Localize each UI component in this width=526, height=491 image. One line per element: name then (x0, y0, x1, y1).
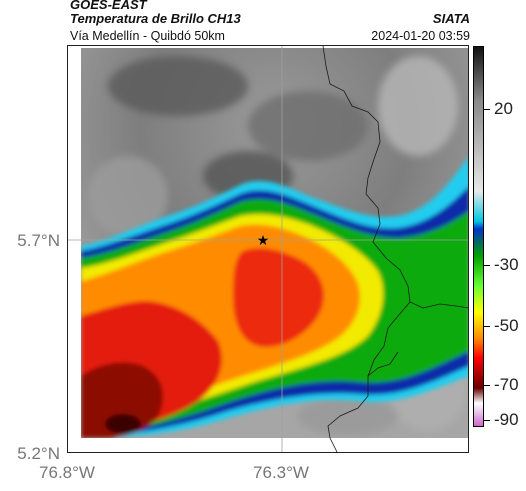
datetime-label: 2024-01-20 03:59 (371, 29, 470, 43)
no-data-top (68, 46, 468, 48)
colorbar-label-minus-50: -50 (494, 316, 519, 335)
colorbar-label-minus-70: -70 (494, 375, 519, 394)
lon-label-76-3: 76.3°W (253, 463, 309, 482)
star-icon: ★ (257, 233, 270, 249)
lat-label-5-7: 5.7°N (17, 231, 60, 250)
layer-dark-red (81, 362, 163, 438)
colorbar-tick (484, 326, 490, 327)
colorbar-tick (484, 265, 490, 266)
no-data-band (68, 438, 468, 452)
colorbar-tick (484, 385, 490, 386)
boundary-line (322, 46, 411, 452)
layer-darkest-core (105, 414, 141, 434)
colorbar-tick (484, 420, 490, 421)
brightness-temperature-map[interactable]: ★ (67, 45, 469, 453)
lat-label-5-2: 5.2°N (17, 444, 60, 463)
boundary-line-south (367, 351, 399, 377)
boundary-line-east (409, 301, 468, 309)
satellite-title: GOES-EAST (70, 0, 147, 12)
product-title: Temperatura de Brillo CH13 (70, 11, 241, 26)
lon-label-76-8: 76.8°W (39, 463, 95, 482)
colorbar-label-20: 20 (494, 99, 513, 118)
colorbar-tick (484, 109, 490, 110)
map-canvas: ★ (68, 46, 468, 452)
colorbar-label-minus-90: -90 (494, 410, 519, 429)
region-subtitle: Vía Medellín - Quibdó 50km (70, 29, 225, 43)
layer-red-core-north (233, 248, 324, 347)
colorbar (473, 46, 484, 427)
colorbar-label-minus-30: -30 (494, 255, 519, 274)
agency-label: SIATA (432, 11, 470, 26)
no-data-left (68, 46, 81, 452)
